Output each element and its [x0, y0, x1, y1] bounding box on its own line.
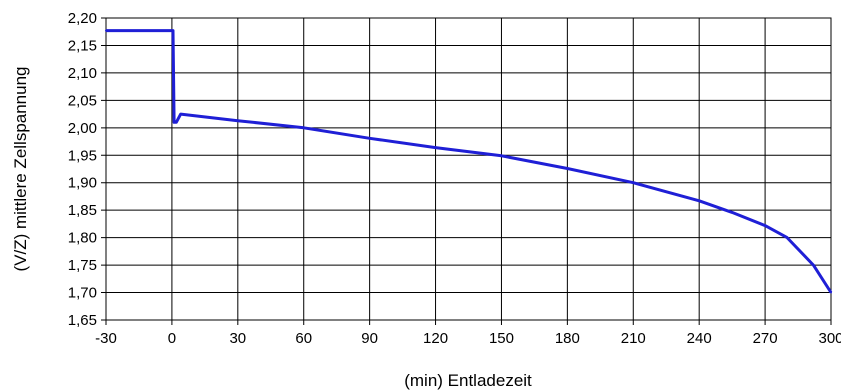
y-axis-title: (V/Z) mittlere Zellspannung [11, 66, 30, 271]
y-tick-label: 2,10 [68, 65, 97, 82]
x-tick-label: 0 [168, 330, 176, 347]
data-point [105, 29, 107, 32]
data-point [500, 154, 503, 157]
axis-ticks: -30 0 30 60 90 120 150 180 210 240 270 300 2,20 2,15 2… [68, 10, 841, 347]
y-tick-label: 1,85 [68, 202, 97, 219]
data-point [786, 236, 789, 239]
x-tick-label: 90 [361, 330, 378, 347]
y-tick-label: 2,20 [68, 10, 97, 27]
data-point [698, 199, 701, 202]
x-tick-label: 60 [295, 330, 312, 347]
x-tick-label: 180 [555, 330, 580, 347]
data-point [566, 167, 569, 170]
data-point [173, 121, 176, 124]
y-tick-label: 1,75 [68, 257, 97, 274]
plot-area [105, 17, 832, 321]
y-tick-label: 1,95 [68, 147, 97, 164]
x-tick-label: 300 [818, 330, 841, 347]
data-point [172, 29, 174, 32]
data-point [812, 264, 815, 267]
data-point [434, 146, 437, 149]
x-tick-label: 210 [621, 330, 646, 347]
data-point [302, 126, 305, 129]
data-point [764, 224, 767, 227]
y-tick-label: 1,90 [68, 175, 97, 192]
y-tick-label: 2,05 [68, 92, 97, 109]
y-tick-label: 1,65 [68, 312, 97, 329]
series-layer [105, 29, 833, 294]
data-point [830, 291, 832, 294]
x-tick-label: 270 [753, 330, 778, 347]
grid [101, 17, 832, 325]
y-tick-label: 1,80 [68, 230, 97, 247]
data-point [175, 121, 178, 124]
data-point [731, 211, 734, 214]
x-tick-label: -30 [95, 330, 117, 347]
y-tick-label: 2,00 [68, 120, 97, 137]
x-tick-label: 30 [229, 330, 246, 347]
data-point [236, 119, 239, 122]
data-point [632, 181, 635, 184]
x-tick-label: 150 [489, 330, 514, 347]
x-tick-label: 120 [423, 330, 448, 347]
y-tick-label: 1,70 [68, 285, 97, 302]
x-tick-label: 240 [687, 330, 712, 347]
x-axis-title: (min) Entladezeit [404, 371, 532, 390]
data-point [179, 113, 182, 116]
data-point [368, 137, 371, 140]
y-tick-label: 2,15 [68, 37, 97, 54]
